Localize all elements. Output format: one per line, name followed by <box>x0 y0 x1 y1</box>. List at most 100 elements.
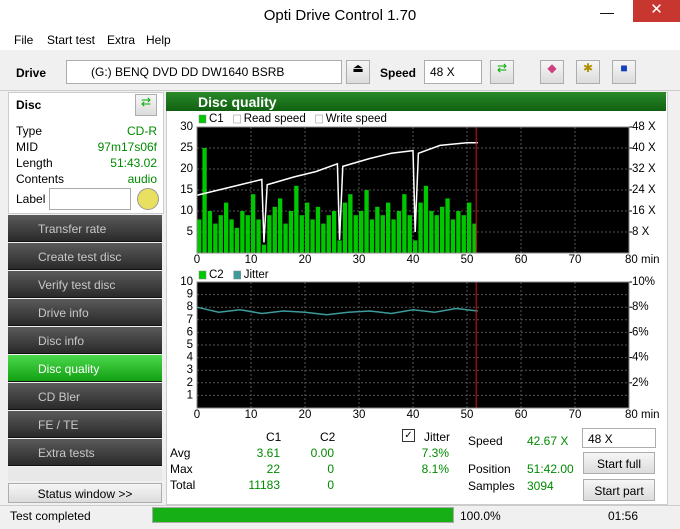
stats-value: 0 <box>327 462 334 476</box>
eject-button[interactable]: ⏏ <box>346 60 370 84</box>
bar <box>251 194 256 253</box>
bar <box>413 240 418 253</box>
save-button[interactable]: ■ <box>612 60 636 84</box>
bar <box>240 211 245 253</box>
bar <box>288 211 294 253</box>
legend-swatch <box>198 114 207 124</box>
line <box>196 306 478 316</box>
speed-select[interactable]: 48 X <box>582 428 656 448</box>
bar <box>386 202 391 253</box>
info-value: 51:43.02 <box>110 156 157 170</box>
nav-button[interactable]: Create test disc <box>8 243 162 270</box>
y-tick-label: 5 <box>187 226 193 238</box>
jitter-checkbox[interactable]: ✓ <box>402 429 415 442</box>
stats-value: 0.00 <box>310 446 334 460</box>
label-label: Label <box>16 192 46 206</box>
nav-button[interactable]: Transfer rate <box>8 215 162 242</box>
close-button[interactable]: ✕ <box>633 0 680 22</box>
x-tick-label: 40 <box>407 254 420 266</box>
x-tick-label: 20 <box>299 409 312 421</box>
bar <box>294 185 299 253</box>
bar <box>467 202 472 253</box>
bar <box>326 215 331 253</box>
progress-track <box>152 507 454 523</box>
stats-label: Total <box>170 478 196 492</box>
bar <box>229 219 234 253</box>
menu-bar <box>0 30 680 50</box>
bar <box>342 202 348 253</box>
bar <box>202 148 207 253</box>
bar <box>445 198 450 253</box>
menu-item[interactable]: Extra <box>107 33 136 47</box>
nav-button[interactable]: Extra tests <box>8 439 162 466</box>
erase-button[interactable]: ◆ <box>540 60 564 84</box>
y-tick-label: 7 <box>187 314 193 326</box>
y2-tick-label: 4% <box>632 352 649 364</box>
bar <box>348 194 353 253</box>
menu-item[interactable]: Help <box>146 33 171 47</box>
menu-item[interactable]: Start test <box>47 33 96 47</box>
menu-item[interactable]: File <box>14 33 34 47</box>
title-bar <box>0 0 680 30</box>
nav-spacer <box>8 467 162 481</box>
x-tick-label: 60 <box>515 254 528 266</box>
drive-label: Drive <box>16 66 47 80</box>
bar <box>369 219 375 253</box>
label-button[interactable] <box>137 188 159 210</box>
x-tick-label: 20 <box>299 254 312 266</box>
stats-label: Max <box>170 462 193 476</box>
bar <box>461 215 466 253</box>
x-tick-label: 70 <box>569 409 582 421</box>
settings-button[interactable]: ✱ <box>576 60 600 84</box>
drive-select[interactable]: (G:) BENQ DVD DD DW1640 BSRB <box>66 60 342 84</box>
disc-title: Disc <box>16 98 42 112</box>
speed-select[interactable]: 48 X <box>424 60 482 84</box>
y2-tick-label: 8 X <box>632 226 650 238</box>
refresh-button[interactable]: ⇄ <box>490 60 514 84</box>
plot-frame <box>196 126 630 254</box>
stats-header: C1 <box>266 430 282 444</box>
start-full-button[interactable]: Start full <box>583 452 655 474</box>
x-tick-label: 80 min <box>625 409 660 421</box>
bar <box>197 219 202 253</box>
stats-value: 3.61 <box>256 446 280 460</box>
stats-value: 7.3% <box>421 446 449 460</box>
info-value: 97m17s06f <box>97 140 157 154</box>
bar <box>359 211 364 253</box>
disc-refresh[interactable]: ⇄ <box>135 94 157 116</box>
start-part-button[interactable]: Start part <box>583 479 655 501</box>
bar <box>256 219 261 253</box>
status-time: 01:56 <box>608 509 639 523</box>
nav-button[interactable]: FE / TE <box>8 411 162 438</box>
info-key: MID <box>16 140 38 154</box>
legend-label: Write speed <box>326 113 387 125</box>
nav-button[interactable]: Verify test disc <box>8 271 162 298</box>
label-input[interactable] <box>49 188 131 210</box>
nav-button[interactable]: Disc info <box>8 327 162 354</box>
samples-value: 3094 <box>527 479 554 493</box>
bar <box>364 190 369 253</box>
legend-label: C1 <box>209 113 224 125</box>
y-tick-label: 8 <box>187 301 193 313</box>
samples-label: Samples <box>468 479 515 493</box>
bar <box>456 211 461 253</box>
info-value: CD-R <box>127 124 157 138</box>
bar <box>283 223 288 253</box>
nav-button[interactable]: Drive info <box>8 299 162 326</box>
y2-tick-label: 40 X <box>632 142 656 154</box>
legend-swatch <box>233 270 241 280</box>
bar <box>234 227 240 253</box>
x-tick-label: 30 <box>353 254 366 266</box>
nav-button[interactable]: CD Bler <box>8 383 162 410</box>
bar <box>472 223 477 253</box>
x-tick-label: 10 <box>245 409 258 421</box>
y-tick-label: 5 <box>187 339 193 351</box>
y2-tick-label: 16 X <box>632 205 656 217</box>
bar <box>245 215 250 253</box>
y-tick-label: 20 <box>180 163 193 175</box>
status-window-button[interactable]: Status window >> <box>8 483 162 503</box>
nav-button[interactable]: Disc quality <box>8 355 162 382</box>
line <box>196 142 478 243</box>
bar <box>380 215 385 253</box>
